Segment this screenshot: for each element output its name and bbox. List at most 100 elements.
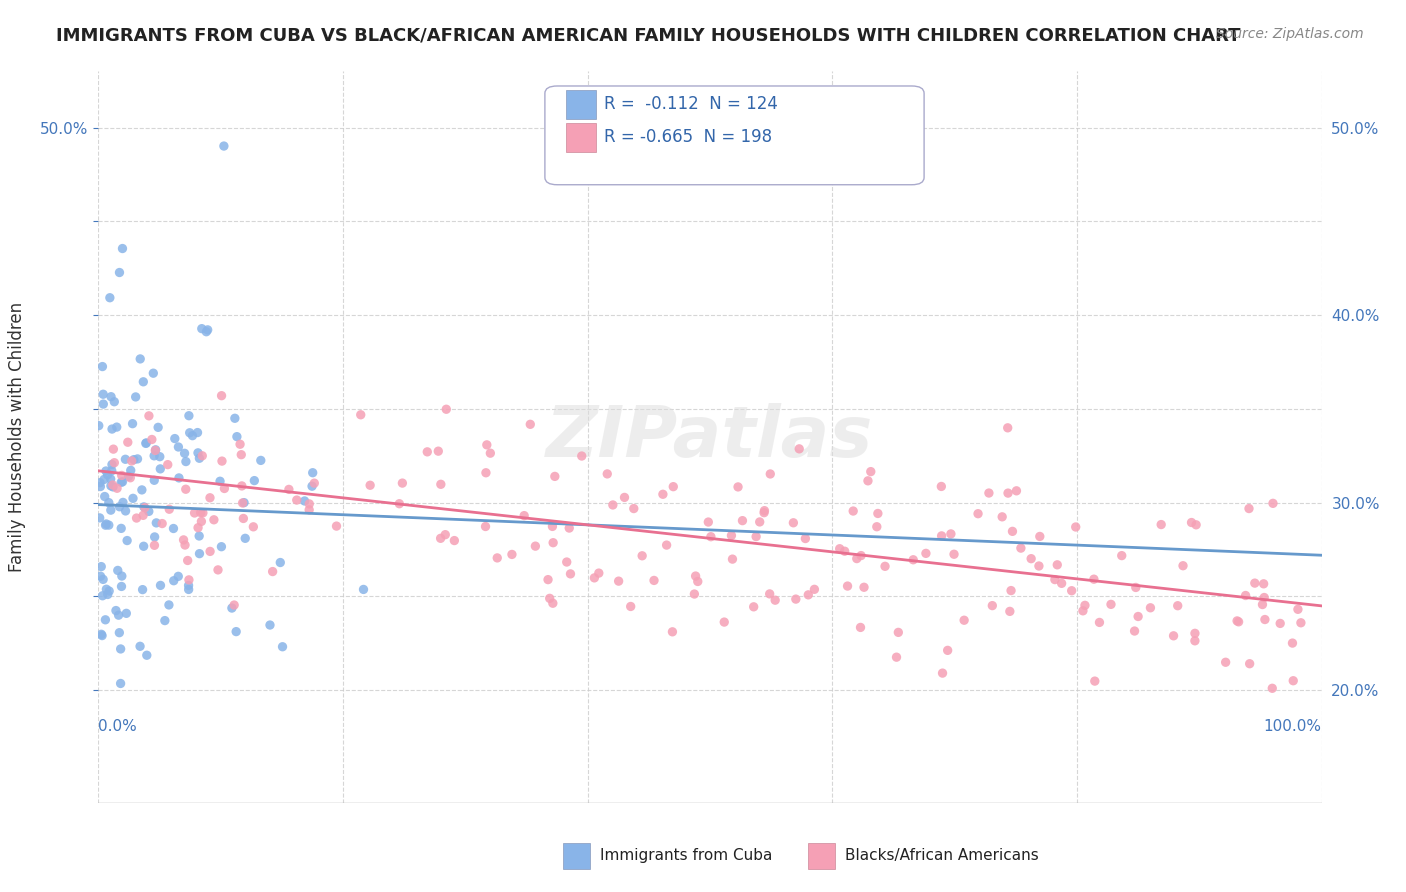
Point bbox=[89, 511, 111, 525]
Point bbox=[120, 463, 142, 477]
Point bbox=[94, 464, 117, 478]
Point bbox=[145, 442, 167, 457]
Point bbox=[1046, 558, 1069, 572]
Point bbox=[125, 511, 148, 525]
Point bbox=[115, 607, 138, 621]
Point bbox=[243, 474, 266, 488]
Point bbox=[153, 614, 176, 628]
Point bbox=[1123, 624, 1146, 638]
Point bbox=[931, 529, 953, 543]
Point bbox=[232, 496, 254, 510]
Point bbox=[427, 444, 450, 458]
Point bbox=[430, 477, 453, 491]
Point bbox=[842, 504, 865, 518]
Point bbox=[93, 490, 115, 504]
Point bbox=[198, 491, 221, 505]
Point bbox=[111, 569, 134, 583]
Point bbox=[167, 471, 190, 485]
Point bbox=[1237, 501, 1260, 516]
Point bbox=[212, 139, 235, 153]
Point bbox=[157, 598, 180, 612]
Point bbox=[100, 464, 122, 478]
Point bbox=[221, 601, 243, 615]
Text: IMMIGRANTS FROM CUBA VS BLACK/AFRICAN AMERICAN FAMILY HOUSEHOLDS WITH CHILDREN C: IMMIGRANTS FROM CUBA VS BLACK/AFRICAN AM… bbox=[56, 27, 1240, 45]
Point bbox=[162, 521, 184, 535]
Point bbox=[229, 437, 252, 451]
Point bbox=[294, 494, 316, 508]
Point bbox=[967, 507, 990, 521]
Point bbox=[111, 242, 134, 256]
Point bbox=[1010, 541, 1032, 555]
Point bbox=[304, 476, 326, 491]
Point bbox=[103, 442, 125, 457]
Point bbox=[190, 515, 212, 529]
Point bbox=[754, 503, 776, 517]
Point bbox=[167, 569, 190, 583]
Point bbox=[157, 502, 180, 516]
Point bbox=[797, 588, 820, 602]
Point bbox=[176, 553, 198, 567]
Point bbox=[486, 550, 509, 565]
Point bbox=[727, 480, 749, 494]
Point bbox=[173, 533, 195, 547]
Point bbox=[111, 468, 134, 483]
Bar bbox=[565, 122, 596, 152]
Point bbox=[262, 565, 284, 579]
Point bbox=[475, 466, 498, 480]
Point bbox=[156, 458, 179, 472]
Point bbox=[720, 528, 742, 542]
Point bbox=[803, 582, 825, 597]
Point bbox=[555, 555, 578, 569]
Text: Blacks/African Americans: Blacks/African Americans bbox=[845, 848, 1039, 863]
Point bbox=[903, 553, 925, 567]
Point bbox=[787, 442, 810, 456]
Point bbox=[142, 366, 165, 380]
Point bbox=[110, 475, 132, 490]
Point bbox=[188, 529, 211, 543]
Point bbox=[655, 538, 678, 552]
Point bbox=[117, 435, 139, 450]
Point bbox=[179, 425, 201, 440]
Point bbox=[560, 566, 582, 581]
Point bbox=[110, 676, 132, 690]
Point bbox=[298, 503, 321, 517]
Point bbox=[177, 573, 200, 587]
Point bbox=[607, 574, 630, 588]
Point bbox=[105, 420, 128, 434]
Point bbox=[214, 482, 236, 496]
Point bbox=[107, 563, 129, 577]
Point bbox=[202, 513, 225, 527]
Point bbox=[1088, 615, 1111, 630]
Point bbox=[177, 578, 200, 592]
Point bbox=[224, 598, 246, 612]
Point bbox=[1028, 559, 1050, 574]
Point bbox=[211, 389, 233, 403]
Text: R =  -0.112  N = 124: R = -0.112 N = 124 bbox=[603, 95, 778, 113]
Point bbox=[122, 491, 145, 506]
Point bbox=[474, 519, 496, 533]
Point bbox=[96, 516, 118, 531]
Point bbox=[1261, 681, 1284, 696]
Point bbox=[785, 592, 807, 607]
Point bbox=[1254, 613, 1277, 627]
Point bbox=[197, 323, 219, 337]
Bar bbox=[808, 843, 835, 869]
Point bbox=[110, 521, 132, 535]
Point bbox=[643, 574, 665, 588]
Point bbox=[174, 538, 197, 552]
Point bbox=[138, 504, 160, 518]
Point bbox=[620, 599, 643, 614]
Point bbox=[191, 449, 214, 463]
Point bbox=[143, 538, 166, 552]
Text: Immigrants from Cuba: Immigrants from Cuba bbox=[600, 848, 772, 863]
Point bbox=[782, 516, 804, 530]
Point bbox=[350, 408, 373, 422]
Point bbox=[1226, 614, 1249, 628]
Point bbox=[100, 503, 122, 517]
Point bbox=[1000, 583, 1022, 598]
Point bbox=[124, 390, 146, 404]
Point bbox=[1163, 629, 1185, 643]
Point bbox=[97, 518, 120, 533]
Point bbox=[759, 467, 782, 481]
Point bbox=[132, 508, 155, 523]
